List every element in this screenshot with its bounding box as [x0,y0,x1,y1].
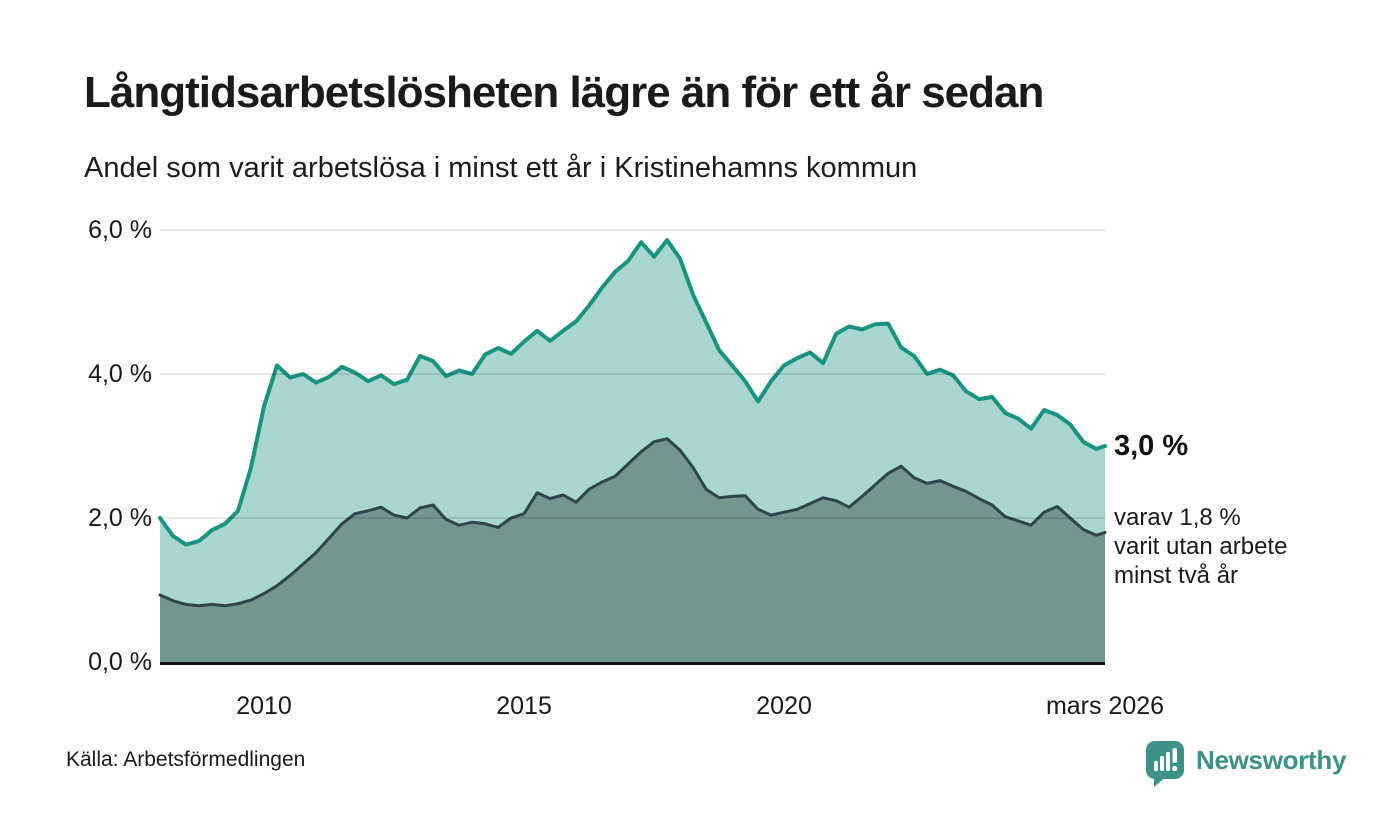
newsworthy-logo-icon [1146,741,1184,787]
end-sub-label: varav 1,8 % varit utan arbete minst två … [1114,503,1287,590]
end-sub-line: varit utan arbete [1114,533,1288,560]
end-value-label: 3,0 % [1114,430,1189,462]
x-tick-label: mars 2026 [1045,692,1165,720]
y-tick-label: 6,0 % [88,216,152,244]
y-tick-label: 0,0 % [88,648,152,676]
y-tick-label: 4,0 % [88,360,152,388]
x-tick-label: 2010 [236,692,292,720]
line-two-years [158,437,1107,608]
page-title: Långtidsarbetslösheten lägre än för ett … [84,68,1044,117]
line-one-year [158,238,1107,547]
area-two-years [160,438,1105,662]
x-tick-label: 2015 [496,692,552,720]
source-note: Källa: Arbetsförmedlingen [66,748,306,771]
newsworthy-brand: Newsworthy [1145,740,1346,788]
end-sub-line: varav 1,8 % [1114,504,1241,531]
brand-name: Newsworthy [1196,745,1347,775]
x-tick-label: 2020 [756,692,812,720]
y-tick-label: 2,0 % [88,504,152,532]
end-sub-line: minst två år [1114,562,1239,589]
page-subtitle: Andel som varit arbetslösa i minst ett å… [84,152,918,184]
